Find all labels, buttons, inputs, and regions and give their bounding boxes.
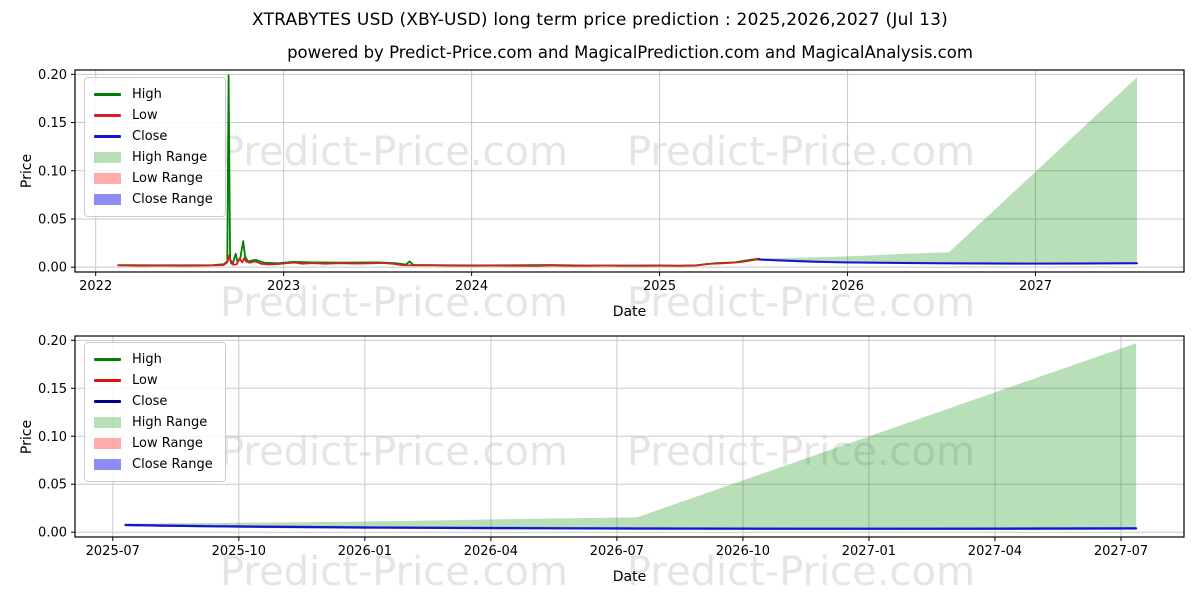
x-axis-label-bottom: Date [612,569,647,585]
low-line [117,254,761,267]
legend-row-close-range: Close Range [94,189,213,210]
watermark-text: Predict-Price.com [220,280,568,326]
x-tick-label: 2025 [643,279,676,294]
high-range-swatch [94,152,121,163]
y-tick-label: 0.05 [38,478,67,493]
legend-row-close-range: Close Range [94,454,213,475]
y-tick-label: 0.10 [38,430,67,445]
legend-row-high-range: High Range [94,412,213,433]
watermark-text: Predict-Price.com [220,129,568,175]
legend-label: High Range [132,150,208,165]
close-line [124,523,1138,530]
legend-label: Low [132,108,158,123]
legend-label: High [132,352,162,367]
low-swatch [94,379,121,382]
y-axis-label-bottom: Price [19,419,35,455]
legend-row-low: Low [94,370,213,391]
figure-subtitle: powered by Predict-Price.com and Magical… [287,43,973,62]
legend-row-high: High [94,349,213,370]
y-axis-label-top: Price [19,153,35,189]
legend-row-close: Close [94,126,213,147]
x-tick-label: 2027-04 [968,544,1022,559]
x-tick-label: 2027 [1019,279,1052,294]
x-tick-label: 2025-07 [86,544,140,559]
low-range-swatch [94,173,121,184]
y-tick-label: 0.20 [38,334,67,349]
x-tick-label: 2026-07 [590,544,644,559]
legend-label: Close Range [132,192,213,207]
watermark-text: Predict-Price.com [627,280,975,326]
high-swatch [94,358,121,361]
close-range-swatch [94,194,121,205]
legend-bottom-chart: High Low Close High Range Low Range Close Ran… [84,342,226,482]
y-tick-label: 0.10 [38,164,67,179]
low-swatch [94,114,121,117]
y-tick-label: 0.20 [38,68,67,83]
legend-row-low: Low [94,105,213,126]
watermark-text: Predict-Price.com [220,549,568,595]
x-tick-label: 2027-01 [842,544,896,559]
x-tick-label: 2025-10 [212,544,266,559]
watermark-text: Predict-Price.com [627,549,975,595]
y-tick-label: 0.00 [38,526,67,541]
close-line [758,258,1138,265]
y-tick-label: 0.15 [38,382,67,397]
legend-label: Close Range [132,457,213,472]
close-swatch [94,400,121,403]
x-axis-label-top: Date [612,304,647,320]
x-tick-label: 2024 [455,279,488,294]
y-tick-label: 0.15 [38,116,67,131]
legend-label: Low [132,373,158,388]
legend-label: Low Range [132,436,203,451]
long-term-history-and-prediction-chart: 2022 2023 2024 2025 2026 2027 0.00 0.05 0.10 0.15… [38,68,1185,294]
high-range-swatch [94,417,121,428]
figure-title: XTRABYTES USD (XBY-USD) long term price … [252,10,948,30]
legend-label: Close [132,129,168,144]
high-range-band [125,343,1137,529]
x-tick-label: 2026 [831,279,864,294]
low-range-swatch [94,438,121,449]
legend-label: High [132,87,162,102]
prediction-detail-chart: 2025-07 2025-10 2026-01 2026-04 2026-07 2026-… [38,334,1185,559]
close-range-swatch [94,459,121,470]
legend-row-high-range: High Range [94,147,213,168]
watermark-text: Predict-Price.com [627,129,975,175]
legend-label: Close [132,394,168,409]
legend-row-low-range: Low Range [94,168,213,189]
high-swatch [94,93,121,96]
x-tick-label: 2026-10 [716,544,770,559]
legend-label: High Range [132,415,208,430]
high-range-band [759,77,1138,264]
x-tick-label: 2026-04 [464,544,518,559]
x-tick-label: 2026-01 [338,544,392,559]
x-tick-label: 2022 [79,279,112,294]
legend-label: Low Range [132,171,203,186]
y-tick-label: 0.05 [38,212,67,227]
legend-row-close: Close [94,391,213,412]
x-tick-label: 2027-07 [1094,544,1148,559]
legend-row-high: High [94,84,213,105]
legend-top-chart: High Low Close High Range Low Range Close Ran… [84,77,226,217]
x-tick-label: 2023 [267,279,300,294]
close-swatch [94,135,121,138]
y-tick-label: 0.00 [38,261,67,276]
legend-row-low-range: Low Range [94,433,213,454]
